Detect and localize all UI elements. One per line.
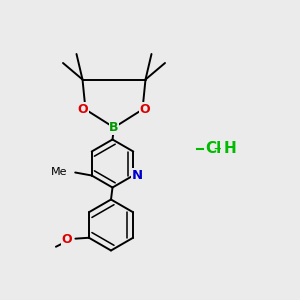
Text: H: H [224, 141, 236, 156]
Text: Cl: Cl [206, 141, 222, 156]
Text: B: B [109, 121, 119, 134]
Text: –: – [213, 141, 220, 156]
Text: O: O [140, 103, 150, 116]
Text: N: N [132, 169, 143, 182]
Text: O: O [62, 233, 72, 246]
Text: O: O [78, 103, 88, 116]
Text: Me: Me [51, 167, 68, 177]
